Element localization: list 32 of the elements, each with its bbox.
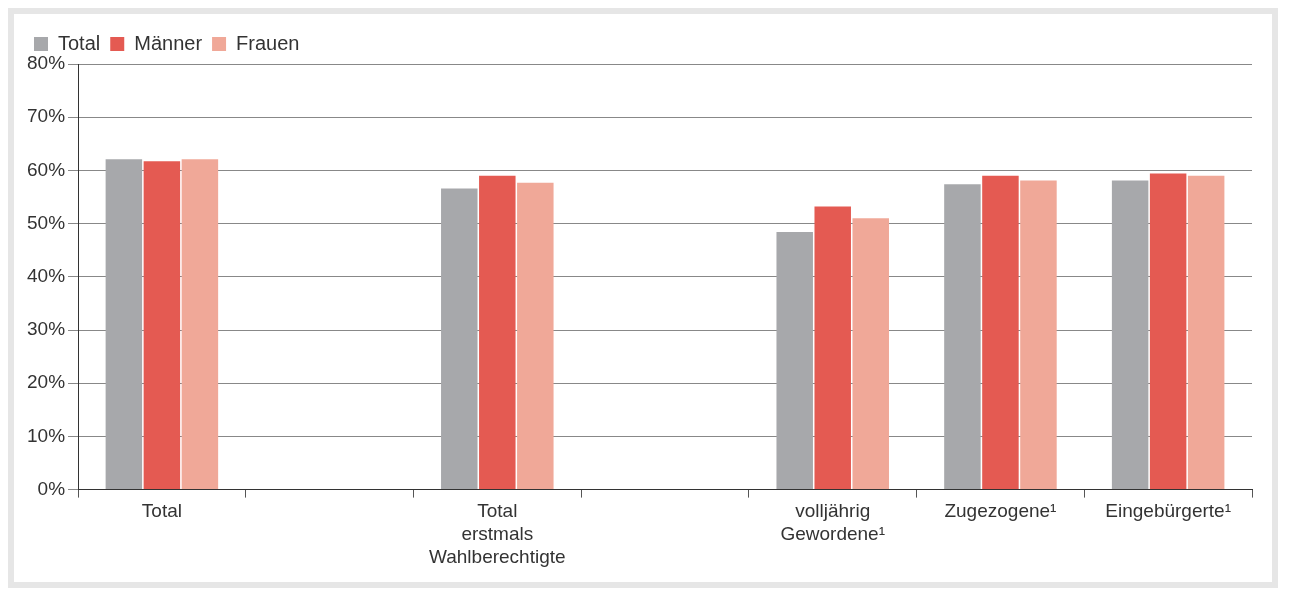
- y-tick-label: 50%: [27, 211, 66, 233]
- bar: [852, 218, 889, 490]
- y-tick-label: 80%: [27, 52, 66, 74]
- legend-label: Männer: [134, 31, 203, 54]
- x-tick-label: volljährig Gewordene¹: [780, 500, 886, 545]
- legend-label: Total: [58, 31, 101, 54]
- bar: [479, 175, 516, 490]
- bar: [944, 184, 981, 490]
- bar: [1111, 180, 1149, 490]
- bar: [776, 232, 813, 490]
- bar: [1187, 175, 1225, 490]
- x-tick-label: Zugezogene¹: [944, 500, 1057, 522]
- bar: [143, 161, 181, 490]
- legend-label: Frauen: [236, 31, 300, 54]
- bar: [517, 182, 554, 490]
- bar: [105, 159, 143, 490]
- bar: [441, 188, 478, 490]
- y-tick-label: 40%: [27, 265, 66, 287]
- y-tick-label: 30%: [27, 318, 66, 340]
- y-tick-label: 0%: [37, 477, 66, 499]
- bar: [1020, 180, 1057, 490]
- bar: [814, 206, 851, 490]
- x-tick-label: Total erstmals Wahlberechtigte: [429, 500, 566, 567]
- y-tick-label: 20%: [27, 371, 66, 393]
- x-tick-label: Eingebürgerte¹: [1105, 500, 1231, 522]
- y-tick-label: 60%: [27, 158, 66, 180]
- bar: [181, 159, 219, 490]
- y-tick-label: 10%: [27, 424, 66, 446]
- x-tick-label: Total: [141, 500, 182, 522]
- bar: [982, 175, 1019, 490]
- bar: [1149, 173, 1187, 490]
- y-tick-label: 70%: [27, 105, 66, 127]
